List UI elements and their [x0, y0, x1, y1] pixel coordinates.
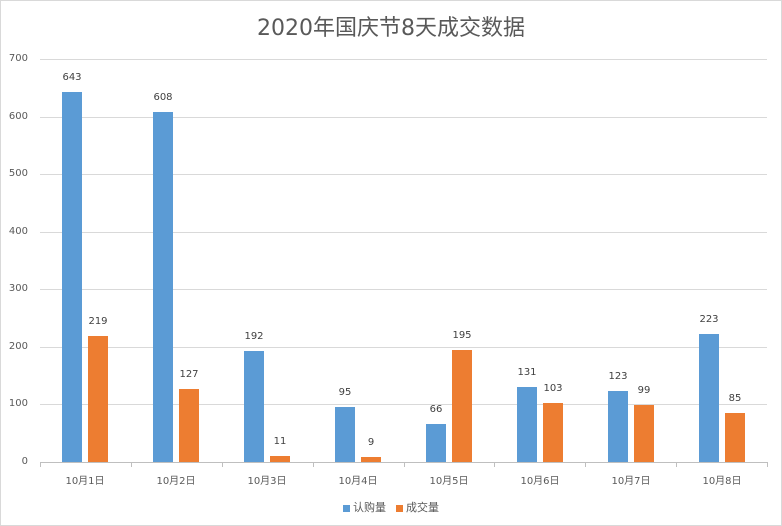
legend-swatch-icon [343, 504, 350, 512]
y-tick-label: 200 [8, 341, 28, 352]
x-tick-label: 10月6日 [520, 476, 560, 487]
data-label: 123 [608, 371, 628, 382]
data-label: 223 [699, 314, 719, 325]
x-tick-mark [676, 462, 677, 467]
gridline [40, 174, 767, 175]
data-label: 643 [62, 72, 82, 83]
data-label: 103 [543, 383, 563, 394]
legend-label: 成交量 [406, 501, 439, 514]
legend-item[interactable]: 成交量 [396, 499, 439, 515]
bar-subscription[interactable] [244, 351, 264, 462]
data-label: 219 [88, 316, 108, 327]
data-label: 127 [179, 369, 199, 380]
x-tick-label: 10月1日 [65, 476, 105, 487]
data-label: 192 [244, 331, 264, 342]
bar-deal[interactable] [543, 403, 563, 462]
data-label: 9 [367, 437, 375, 448]
x-tick-mark [222, 462, 223, 467]
x-tick-mark [131, 462, 132, 467]
gridline [40, 59, 767, 60]
x-tick-mark [494, 462, 495, 467]
y-tick-label: 400 [8, 226, 28, 237]
x-tick-label: 10月7日 [611, 476, 651, 487]
y-tick-label: 100 [8, 398, 28, 409]
y-tick-label: 0 [21, 456, 28, 467]
x-tick-label: 10月8日 [702, 476, 742, 487]
gridline [40, 232, 767, 233]
bar-subscription[interactable] [153, 112, 173, 462]
x-tick-mark [404, 462, 405, 467]
bar-deal[interactable] [88, 336, 108, 462]
y-tick-label: 600 [8, 111, 28, 122]
gridline [40, 404, 767, 405]
bar-subscription[interactable] [62, 92, 82, 462]
bar-subscription[interactable] [608, 391, 628, 462]
data-label: 131 [517, 367, 537, 378]
chart-title: 2020年国庆节8天成交数据 [257, 16, 525, 41]
bar-subscription[interactable] [517, 387, 537, 462]
bar-subscription[interactable] [426, 424, 446, 462]
y-tick-label: 500 [8, 168, 28, 179]
data-label: 195 [452, 330, 472, 341]
bar-deal[interactable] [361, 457, 381, 462]
legend-item[interactable]: 认购量 [343, 499, 386, 515]
data-label: 608 [153, 92, 173, 103]
bar-deal[interactable] [634, 405, 654, 462]
bar-deal[interactable] [452, 350, 472, 462]
x-tick-mark [767, 462, 768, 467]
data-label: 85 [728, 393, 742, 404]
x-tick-label: 10月5日 [429, 476, 469, 487]
gridline [40, 347, 767, 348]
bar-subscription[interactable] [699, 334, 719, 462]
x-tick-label: 10月3日 [247, 476, 287, 487]
y-tick-label: 300 [8, 283, 28, 294]
x-tick-mark [40, 462, 41, 467]
data-label: 11 [273, 436, 287, 447]
data-label: 66 [429, 404, 443, 415]
gridline [40, 117, 767, 118]
x-tick-mark [313, 462, 314, 467]
x-axis-line [40, 462, 767, 463]
x-tick-label: 10月4日 [338, 476, 378, 487]
bar-deal[interactable] [270, 456, 290, 462]
gridline [40, 289, 767, 290]
legend: 认购量 成交量 [0, 499, 782, 515]
bar-deal[interactable] [725, 413, 745, 462]
y-tick-label: 700 [8, 53, 28, 64]
legend-label: 认购量 [353, 501, 386, 514]
data-label: 95 [338, 387, 352, 398]
x-tick-label: 10月2日 [156, 476, 196, 487]
legend-swatch-icon [396, 504, 403, 512]
bar-deal[interactable] [179, 389, 199, 462]
data-label: 99 [637, 385, 651, 396]
bar-subscription[interactable] [335, 407, 355, 462]
x-tick-mark [585, 462, 586, 467]
